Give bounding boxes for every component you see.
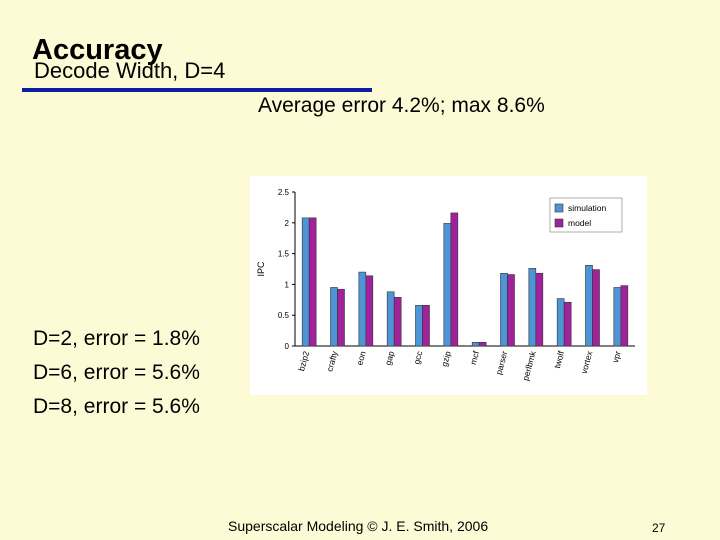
bar-simulation-vpr: [613, 287, 622, 347]
x-tick-label: eon: [354, 350, 367, 367]
decode-width-notes: D=2, error = 1.8% D=6, error = 5.6% D=8,…: [33, 322, 200, 424]
bar-model-gzip: [450, 212, 459, 347]
y-axis-label: IPC: [256, 261, 266, 277]
x-tick-label: gcc: [411, 349, 424, 365]
bar-simulation-vortex: [585, 265, 593, 347]
legend-swatch-model: [554, 218, 564, 228]
y-tick-label: 1: [285, 280, 290, 289]
page-number: 27: [652, 521, 666, 535]
bar-model-bzip2: [308, 217, 317, 347]
bar-model-perlbmk: [535, 273, 544, 347]
bar-model-twolf: [563, 301, 572, 347]
bar-simulation-eon: [358, 271, 367, 347]
footer-text: Superscalar Modeling © J. E. Smith, 2006: [228, 518, 489, 534]
bar-simulation-twolf: [556, 298, 565, 347]
bar-simulation-gcc: [415, 305, 423, 347]
y-tick-label: 0.5: [278, 311, 290, 320]
x-tick-label: perlbmk: [520, 349, 538, 382]
bar-simulation-perlbmk: [528, 268, 537, 347]
chart-svg: 0 0.5 1 1.5 2 2.5 IPC bzip2 crafty eon gap gcc gzip m…: [256, 188, 635, 382]
average-error-text: Average error 4.2%; max 8.6%: [258, 94, 545, 117]
note-d6: D=6, error = 5.6%: [33, 361, 200, 384]
x-tick-label: vpr: [610, 350, 623, 364]
bar-model-crafty: [337, 289, 345, 347]
note-d2: D=2, error = 1.8%: [33, 327, 200, 350]
bar-model-mcf: [478, 342, 487, 347]
bar-simulation-gap: [386, 291, 395, 347]
note-d8: D=8, error = 5.6%: [33, 395, 200, 418]
bar-model-parser: [507, 274, 515, 347]
x-tick-label: crafty: [324, 349, 339, 372]
bar-simulation-crafty: [330, 287, 338, 347]
bar-model-vpr: [620, 285, 629, 347]
y-tick-label: 1.5: [278, 250, 290, 259]
bar-simulation-gzip: [443, 223, 452, 347]
x-tick-label: twolf: [552, 349, 566, 369]
legend-label-simulation: simulation: [568, 203, 607, 213]
bar-simulation-mcf: [471, 342, 480, 347]
bar-simulation-bzip2: [301, 217, 310, 347]
x-tick-label: mcf: [468, 349, 481, 365]
bar-model-gcc: [422, 305, 430, 347]
slide-title: Accuracy: [32, 34, 163, 66]
title-underline: [22, 88, 372, 92]
bar-model-gap: [393, 297, 402, 347]
bar-simulation-parser: [500, 273, 508, 347]
ipc-bar-chart: 0 0.5 1 1.5 2 2.5 IPC bzip2 crafty eon gap gcc gzip m…: [250, 176, 647, 395]
bar-model-eon: [365, 275, 374, 347]
x-tick-label: bzip2: [296, 350, 311, 372]
x-tick-label: gzip: [439, 350, 453, 368]
x-tick-label: vortex: [579, 349, 595, 375]
bar-model-vortex: [592, 269, 600, 347]
x-tick-label: gap: [383, 350, 396, 367]
y-tick-label: 2: [285, 219, 290, 228]
legend-label-model: model: [568, 218, 591, 228]
y-tick-label: 2.5: [278, 188, 290, 197]
x-tick-label: parser: [494, 350, 510, 376]
slide-subtitle: Decode Width, D=4: [34, 58, 226, 83]
legend-swatch-simulation: [554, 203, 564, 213]
y-tick-label: 0: [285, 342, 290, 351]
